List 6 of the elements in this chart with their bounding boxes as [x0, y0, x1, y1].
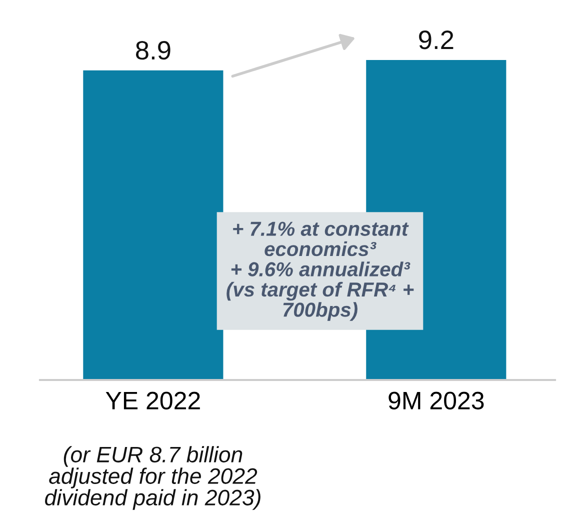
data-label: 8.9	[136, 40, 170, 60]
text: (or EUR 8.7 billion adjusted for the 2022 dividend paid in 2023)	[45, 446, 260, 510]
x-tick-label: 9M 2023	[388, 392, 484, 410]
annotation: + 7.1% at constant economics³ + 9.6% annualized³ (vs target of RFR⁴ + 700bps)	[226, 222, 414, 321]
x-tick-label: YE 2022	[106, 392, 200, 410]
data-label: 9.2	[419, 30, 454, 50]
